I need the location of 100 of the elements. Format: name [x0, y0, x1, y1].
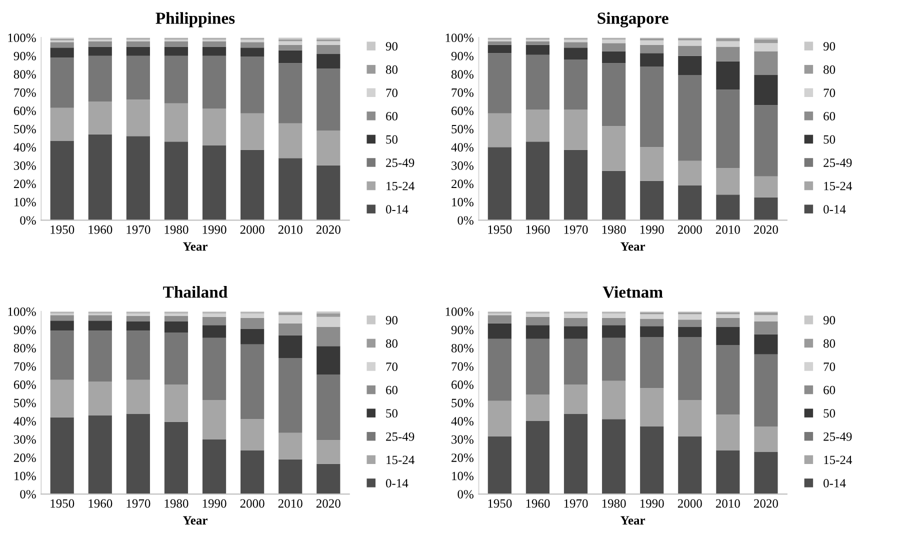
- bar: [564, 313, 588, 318]
- bar: [640, 66, 664, 148]
- bar: [678, 75, 702, 161]
- bar: [678, 320, 702, 327]
- bar: [602, 170, 626, 220]
- x-tick-label: 2020: [316, 499, 340, 508]
- x-tick-label: 1980: [164, 225, 188, 234]
- bar: [316, 464, 340, 494]
- bar: [50, 417, 74, 494]
- bar: [50, 48, 74, 58]
- bar: [240, 42, 264, 48]
- bar: [278, 123, 302, 158]
- bar: [526, 313, 550, 317]
- bar: [50, 380, 74, 418]
- legend-label: 80: [386, 65, 398, 74]
- bar: [754, 51, 778, 76]
- legend-label: 50: [386, 135, 398, 144]
- bar: [678, 326, 702, 338]
- bar: [640, 426, 664, 494]
- bar: [564, 338, 588, 384]
- bar: [602, 63, 626, 126]
- bar: [754, 426, 778, 452]
- y-tick-label: 0%: [458, 490, 474, 499]
- y-tick-label: 20%: [452, 180, 474, 188]
- x-tick-label: 1950: [50, 225, 74, 234]
- bar: [88, 46, 112, 56]
- legend-label: 80: [824, 65, 836, 74]
- bar: [488, 315, 512, 324]
- x-tick-label: 1950: [488, 499, 512, 508]
- bar: [202, 400, 226, 440]
- legend-label: 60: [386, 386, 398, 394]
- bar: [316, 326, 340, 346]
- bar: [602, 380, 626, 420]
- y-tick-label: 100%: [446, 34, 474, 42]
- bar: [678, 436, 702, 494]
- y-tick-label: 30%: [452, 161, 474, 170]
- bar: [716, 38, 740, 42]
- bar: [564, 150, 588, 220]
- bar: [640, 180, 664, 220]
- bar: [754, 43, 778, 52]
- bar: [564, 42, 588, 48]
- legend-label: 70: [824, 362, 836, 371]
- bar: [754, 322, 778, 334]
- x-axis-title: Year: [182, 242, 208, 251]
- bar: [564, 318, 588, 326]
- bar: [564, 384, 588, 414]
- bar: [678, 46, 702, 56]
- x-tick-label: 1970: [564, 499, 588, 508]
- bar: [164, 322, 188, 332]
- bar: [164, 142, 188, 220]
- bar: [240, 113, 264, 150]
- y-tick-label: 40%: [451, 417, 474, 426]
- y-tick-label: 50%: [452, 124, 474, 134]
- x-tick-label: 1950: [488, 225, 512, 234]
- y-tick-label: 60%: [452, 106, 474, 116]
- bar: [50, 140, 74, 220]
- y-tick-label: 0%: [458, 216, 474, 225]
- legend-label: 70: [386, 88, 398, 98]
- y-tick-label: 0%: [20, 490, 36, 499]
- bar: [240, 344, 264, 420]
- y-tick-label: 60%: [14, 380, 36, 389]
- legend-label: 0-14: [824, 205, 846, 214]
- bar: [526, 338, 550, 395]
- bar: [564, 110, 588, 150]
- bar: [202, 316, 226, 326]
- bar: [316, 440, 340, 464]
- y-tick-label: 70%: [452, 88, 474, 97]
- bar: [202, 325, 226, 338]
- bar: [50, 315, 74, 321]
- bar: [240, 450, 264, 494]
- legend-label: 15-24: [386, 182, 414, 190]
- bar: [316, 44, 340, 54]
- bar: [526, 41, 550, 45]
- y-tick-label: 20%: [14, 180, 36, 188]
- bar: [126, 380, 150, 414]
- bar: [50, 330, 74, 380]
- bar: [240, 318, 264, 329]
- bar: [526, 394, 550, 422]
- bar: [678, 314, 702, 320]
- bar: [202, 145, 226, 220]
- bar: [640, 318, 664, 326]
- legend-label: 15-24: [824, 182, 852, 190]
- bar: [278, 158, 302, 220]
- bar: [564, 60, 588, 110]
- x-tick-label: 2000: [240, 225, 264, 234]
- legend-label: 50: [824, 135, 836, 144]
- legend-label: 50: [386, 409, 398, 418]
- bar: [316, 374, 340, 440]
- bar: [716, 46, 740, 62]
- bar: [640, 53, 664, 67]
- legend-label: 0-14: [386, 205, 408, 214]
- legend-label: 60: [824, 112, 836, 120]
- x-axis-title: Year: [620, 242, 646, 251]
- legend-label: 15-24: [824, 456, 852, 464]
- bar: [240, 48, 264, 57]
- bar: [316, 313, 340, 317]
- bar: [716, 61, 740, 90]
- legend-label: 50: [824, 409, 836, 418]
- bar: [716, 194, 740, 220]
- bar: [564, 48, 588, 60]
